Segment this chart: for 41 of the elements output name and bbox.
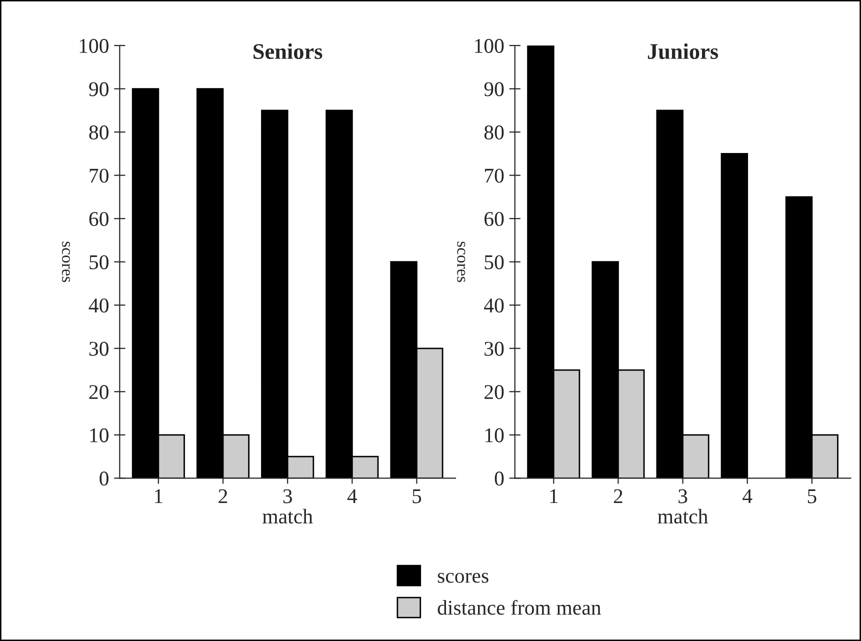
y-tick-label: 60 — [89, 212, 108, 226]
y-tick-label: 70 — [90, 168, 108, 183]
y-tick-label: 40 — [484, 298, 504, 313]
y-tick-label: 60 — [484, 212, 504, 226]
y-tick-label: 20 — [484, 385, 504, 400]
y-tick-label: 90 — [484, 82, 504, 96]
x-tick-label: 1 — [550, 489, 558, 504]
y-tick-label: 50 — [484, 255, 504, 270]
y-tick-label: 80 — [89, 125, 108, 140]
y-tick-label: 10 — [485, 428, 504, 442]
y-tick-label: 100 — [475, 38, 504, 53]
bar — [720, 152, 748, 478]
x-tick-label: 2 — [218, 489, 228, 504]
y-tick-label: 80 — [484, 125, 504, 140]
y-tick-label: 20 — [89, 385, 108, 400]
x-tick-label: 4 — [742, 489, 752, 504]
y-tick-label: 40 — [88, 298, 108, 313]
y-tick-label: 30 — [484, 342, 504, 356]
x-tick-label: 2 — [614, 489, 622, 504]
x-axis-title: match — [658, 508, 708, 524]
y-axis-title: scores — [62, 242, 70, 282]
chart-title: Seniors — [254, 43, 322, 60]
x-tick-label: 3 — [283, 489, 292, 504]
y-tick-label: 100 — [80, 38, 108, 53]
y-tick-label: 30 — [89, 342, 108, 356]
x-axis-title: match — [262, 508, 313, 524]
y-tick-label: 50 — [90, 255, 108, 270]
y-tick-label: 0 — [494, 472, 504, 486]
x-tick-label: 3 — [678, 489, 688, 504]
x-tick-label: 5 — [808, 489, 816, 504]
x-tick-label: 4 — [347, 489, 358, 504]
y-tick-label: 10 — [90, 428, 108, 442]
x-tick-label: 5 — [412, 489, 422, 504]
y-axis-title: scores — [457, 242, 466, 282]
legend-label: scores — [438, 572, 488, 583]
chart-title: Juniors — [648, 43, 718, 60]
y-tick-label: 70 — [485, 168, 504, 183]
legend-label: distance from mean — [438, 600, 601, 615]
y-tick-label: 0 — [100, 472, 108, 486]
y-tick-label: 90 — [89, 82, 108, 96]
x-tick-label: 1 — [155, 489, 162, 504]
